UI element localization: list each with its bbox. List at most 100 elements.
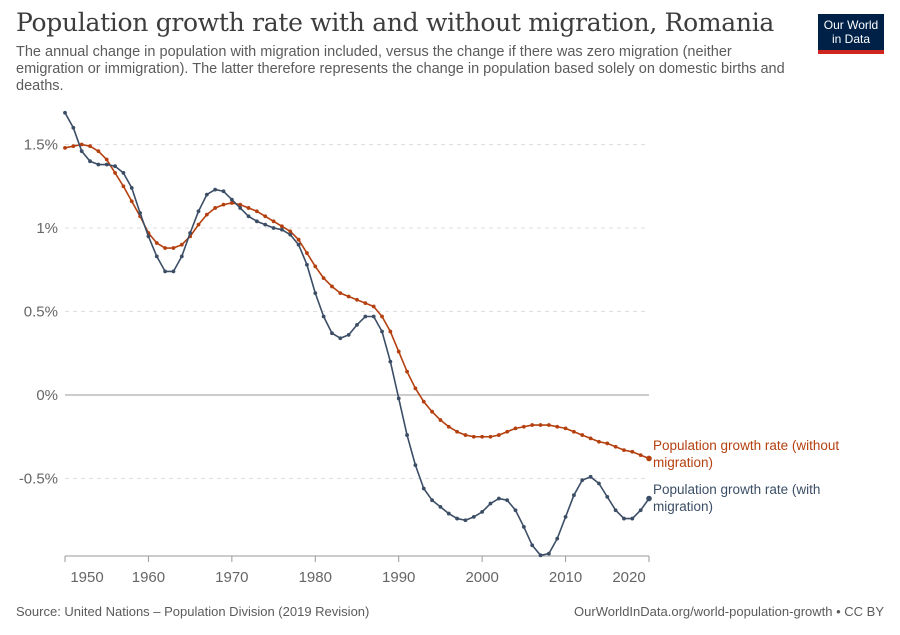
data-point[interactable] [430, 498, 434, 503]
data-point[interactable] [630, 516, 635, 521]
data-point[interactable] [338, 336, 343, 341]
data-point[interactable] [605, 441, 610, 446]
data-point[interactable] [213, 206, 218, 210]
data-point[interactable] [355, 297, 359, 302]
data-point[interactable] [171, 246, 176, 250]
data-point[interactable] [271, 226, 276, 230]
data-point[interactable] [146, 234, 151, 239]
data-point[interactable] [405, 369, 409, 374]
data-point[interactable] [213, 187, 218, 192]
data-point[interactable] [380, 329, 384, 334]
data-point[interactable] [254, 209, 259, 214]
data-point[interactable] [113, 164, 117, 169]
data-point[interactable] [521, 424, 526, 429]
data-point[interactable] [246, 214, 251, 219]
data-point[interactable] [296, 242, 301, 247]
data-point[interactable] [605, 494, 610, 499]
data-point[interactable] [396, 349, 401, 354]
data-point[interactable] [121, 170, 126, 175]
data-point[interactable] [480, 434, 485, 439]
data-point[interactable] [221, 189, 226, 194]
data-point[interactable] [246, 206, 251, 210]
data-point[interactable] [330, 331, 334, 336]
data-point[interactable] [179, 242, 184, 247]
data-point[interactable] [638, 508, 643, 513]
data-point[interactable] [480, 510, 485, 514]
data-point[interactable] [505, 498, 510, 503]
data-point[interactable] [622, 448, 626, 453]
data-point[interactable] [597, 481, 601, 486]
data-point[interactable] [638, 453, 643, 458]
data-point[interactable] [96, 162, 101, 167]
data-point[interactable] [63, 110, 67, 115]
data-point[interactable] [438, 418, 443, 422]
series-line-1[interactable] [64, 112, 650, 557]
data-point[interactable] [597, 439, 601, 444]
data-point[interactable] [71, 125, 76, 130]
data-point[interactable] [530, 543, 535, 548]
data-point[interactable] [363, 314, 368, 319]
data-point[interactable] [263, 214, 268, 219]
data-point[interactable] [488, 501, 493, 506]
data-point[interactable] [313, 264, 318, 269]
source-note[interactable]: Source: United Nations – Population Divi… [16, 604, 370, 619]
data-point[interactable] [71, 144, 76, 149]
data-point[interactable] [496, 433, 501, 437]
data-point[interactable] [121, 184, 126, 189]
data-point[interactable] [630, 449, 635, 454]
data-point[interactable] [129, 186, 134, 190]
data-point[interactable] [154, 241, 159, 245]
data-point[interactable] [363, 301, 368, 306]
data-point[interactable] [563, 426, 568, 431]
data-point[interactable] [530, 423, 535, 427]
data-point[interactable] [79, 149, 84, 154]
data-point[interactable] [421, 486, 426, 491]
data-point[interactable] [254, 219, 259, 224]
data-point[interactable] [113, 170, 117, 175]
data-point[interactable] [154, 254, 159, 259]
owid-logo[interactable]: Our World in Data [818, 14, 884, 54]
data-point[interactable] [171, 269, 176, 274]
data-point[interactable] [229, 197, 234, 202]
data-point[interactable] [196, 222, 201, 227]
data-point[interactable] [96, 149, 101, 154]
data-point[interactable] [471, 515, 476, 519]
data-point[interactable] [280, 227, 284, 232]
data-point[interactable] [413, 463, 418, 468]
data-point[interactable] [538, 423, 543, 427]
data-point[interactable] [471, 434, 476, 439]
data-point[interactable] [513, 508, 518, 513]
data-point[interactable] [413, 386, 418, 391]
data-point[interactable] [79, 142, 84, 147]
data-point[interactable] [546, 423, 551, 427]
data-point[interactable] [430, 409, 434, 414]
data-point[interactable] [555, 424, 560, 429]
data-point[interactable] [588, 474, 593, 479]
data-point[interactable] [196, 209, 201, 214]
data-point[interactable] [204, 212, 209, 217]
data-point[interactable] [338, 291, 343, 296]
data-point[interactable] [496, 496, 501, 501]
data-point[interactable] [88, 144, 92, 149]
data-point[interactable] [221, 202, 226, 207]
data-point[interactable] [355, 322, 359, 327]
data-point[interactable] [388, 329, 393, 334]
data-point[interactable] [129, 199, 134, 204]
data-point[interactable] [588, 436, 593, 441]
data-point[interactable] [321, 276, 326, 280]
data-point[interactable] [438, 504, 443, 509]
data-point[interactable] [271, 219, 276, 224]
data-point[interactable] [188, 231, 193, 235]
data-point[interactable] [538, 553, 543, 558]
data-point[interactable] [380, 314, 384, 319]
data-point[interactable] [622, 516, 626, 521]
data-point[interactable] [613, 508, 618, 513]
data-point[interactable] [313, 291, 318, 296]
data-point[interactable] [580, 433, 585, 437]
data-point[interactable] [238, 202, 243, 207]
data-point[interactable] [88, 159, 92, 164]
data-point[interactable] [305, 251, 309, 255]
data-point[interactable] [229, 201, 234, 205]
data-point[interactable] [104, 162, 109, 167]
data-point[interactable] [513, 426, 518, 431]
